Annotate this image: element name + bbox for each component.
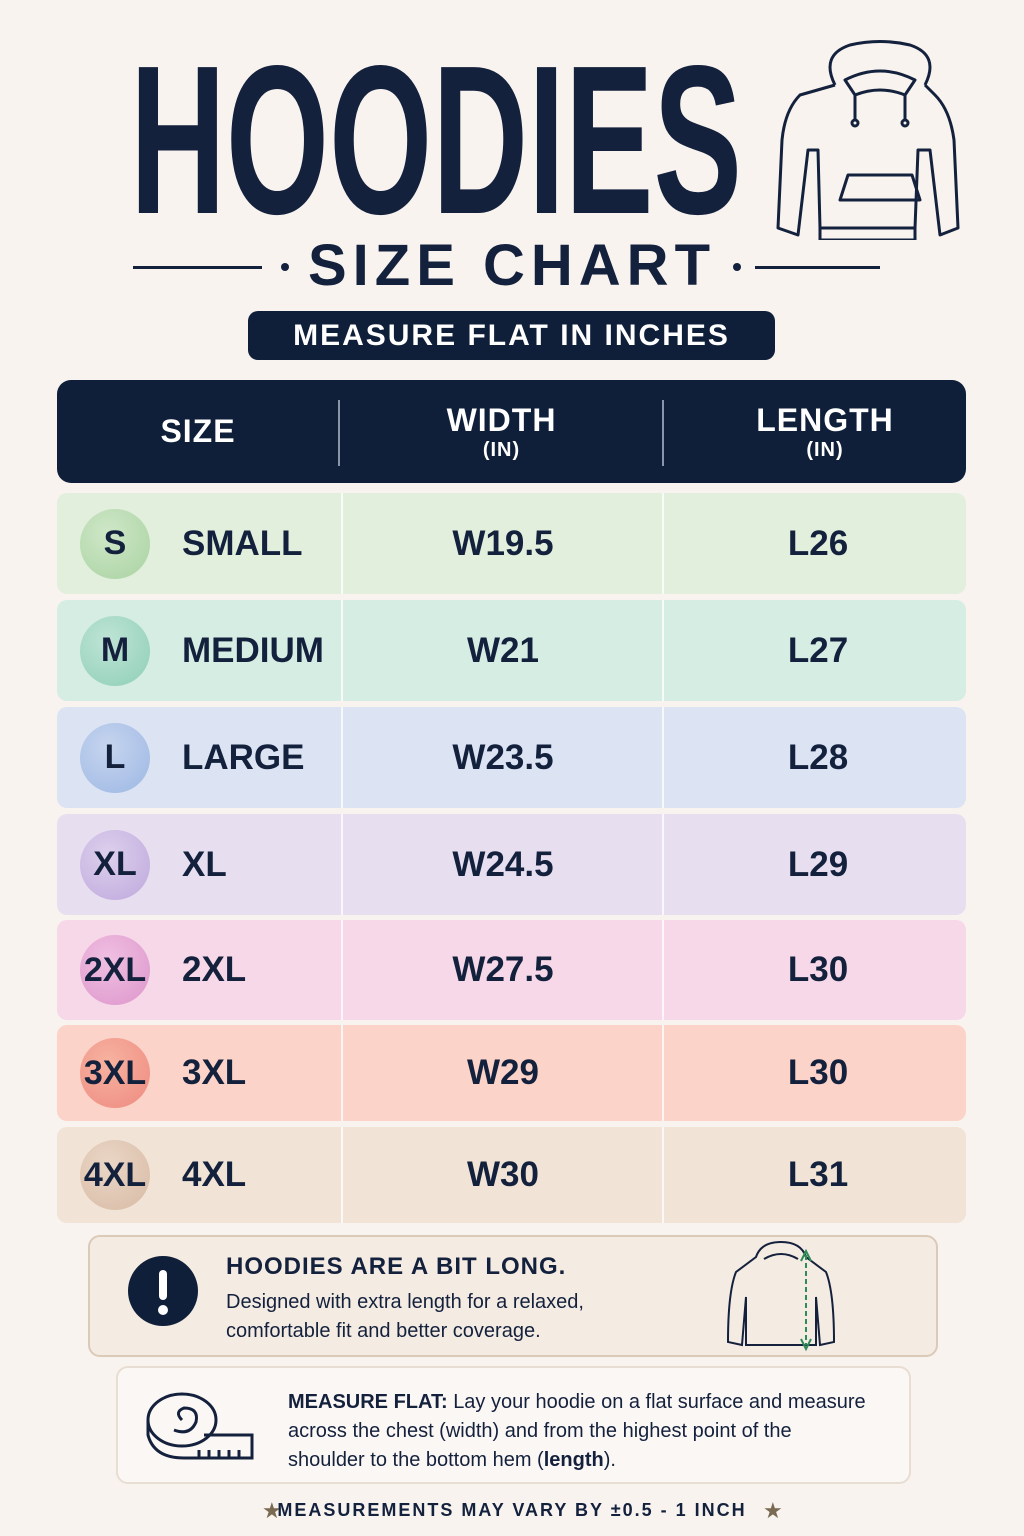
tape-icon: [146, 1392, 254, 1460]
size-name: SMALL: [182, 523, 303, 563]
divider: [341, 600, 343, 701]
size-name: XL: [182, 844, 227, 884]
col-label: LENGTH: [756, 401, 894, 438]
note-title: HOODIES ARE A BIT LONG.: [226, 1253, 567, 1280]
length-value: L26: [787, 523, 849, 563]
divider: [341, 1025, 343, 1121]
divider: [662, 493, 664, 594]
width-value: W29: [467, 1053, 539, 1092]
length-value: L31: [787, 1155, 849, 1194]
hoodie-icon: [776, 40, 960, 240]
divider: [662, 1127, 664, 1223]
size-name: LARGE: [182, 737, 305, 777]
measure-part: ).: [603, 1449, 616, 1471]
dot: [281, 263, 289, 271]
divider: [662, 920, 664, 1020]
width-value: W19.5: [452, 523, 554, 563]
width-value: W24.5: [452, 844, 554, 884]
footer: MEASUREMENTS MAY VARY BY ±0.5 - 1 INCH: [277, 1500, 747, 1520]
star: ★: [763, 1498, 783, 1523]
size-badge: M: [80, 615, 150, 686]
col-label: WIDTH: [446, 401, 557, 438]
col-unit: (IN): [482, 438, 521, 461]
size-name: MEDIUM: [182, 630, 324, 670]
divider: [341, 920, 343, 1020]
title: HOODIES: [130, 21, 742, 240]
col-unit: (IN): [806, 438, 844, 461]
table-header: SIZE WIDTH (IN) LENGTH (IN): [57, 380, 966, 483]
length-value: L29: [787, 844, 849, 884]
measure-box: MEASURE FLAT: Lay your hoodie on a flat …: [116, 1366, 911, 1484]
width-value: W27.5: [452, 950, 554, 989]
measure-text: MEASURE FLAT: Lay your hoodie on a flat …: [288, 1388, 868, 1475]
divider: [662, 814, 664, 915]
divider: [662, 1025, 664, 1121]
measure-part: Lay your hoodie on a flat surface and me…: [288, 1391, 866, 1471]
size-name: 4XL: [182, 1155, 247, 1194]
size-name: 2XL: [182, 950, 247, 989]
size-name: 3XL: [182, 1053, 247, 1092]
width-value: W21: [467, 630, 539, 670]
table-row: 2XL 2XL W27.5 L30: [57, 920, 966, 1020]
divider: [341, 814, 343, 915]
col-header: LENGTH (IN): [664, 380, 986, 483]
size-badge: S: [80, 508, 150, 579]
note-text: Designed with extra length for a relaxed…: [226, 1291, 584, 1342]
dot: [733, 263, 741, 271]
col-label: SIZE: [160, 413, 236, 449]
table-row: L LARGE W23.5 L28: [57, 707, 966, 808]
star: ★: [262, 1498, 282, 1523]
subtitle: SIZE CHART: [308, 233, 716, 298]
note-box: HOODIES ARE A BIT LONG. Designed with ex…: [88, 1235, 938, 1357]
divider: [341, 707, 343, 808]
measure-emph: length: [543, 1449, 604, 1471]
length-icon: [726, 1240, 836, 1352]
title-art: HOODIES: [130, 21, 960, 240]
size-badge: XL: [80, 829, 150, 900]
table-row: 4XL 4XL W30 L31: [57, 1127, 966, 1223]
divider: [662, 600, 664, 701]
divider: [662, 707, 664, 808]
size-badge: 3XL: [80, 1038, 150, 1108]
rule: [755, 266, 880, 269]
badge: MEASURE FLAT IN INCHES: [248, 311, 775, 360]
length-value: L30: [787, 1053, 849, 1092]
length-value: L30: [787, 950, 849, 989]
alert-icon: [128, 1256, 198, 1326]
col-header: SIZE: [57, 380, 339, 483]
table-row: XL XL W24.5 L29: [57, 814, 966, 915]
size-badge: 4XL: [80, 1140, 150, 1210]
table-row: 3XL 3XL W29 L30: [57, 1025, 966, 1121]
width-value: W23.5: [452, 737, 554, 777]
length-value: L28: [787, 737, 849, 777]
length-value: L27: [787, 630, 849, 670]
col-header: WIDTH (IN): [340, 380, 663, 483]
measure-label: MEASURE FLAT:: [288, 1391, 448, 1413]
divider: [341, 493, 343, 594]
rule: [133, 266, 262, 269]
table-row: M MEDIUM W21 L27: [57, 600, 966, 701]
divider: [338, 400, 340, 466]
divider: [662, 400, 664, 466]
table-row: S SMALL W19.5 L26: [57, 493, 966, 594]
size-badge: 2XL: [80, 935, 150, 1005]
size-badge: L: [80, 722, 150, 793]
width-value: W30: [467, 1155, 539, 1194]
divider: [341, 1127, 343, 1223]
